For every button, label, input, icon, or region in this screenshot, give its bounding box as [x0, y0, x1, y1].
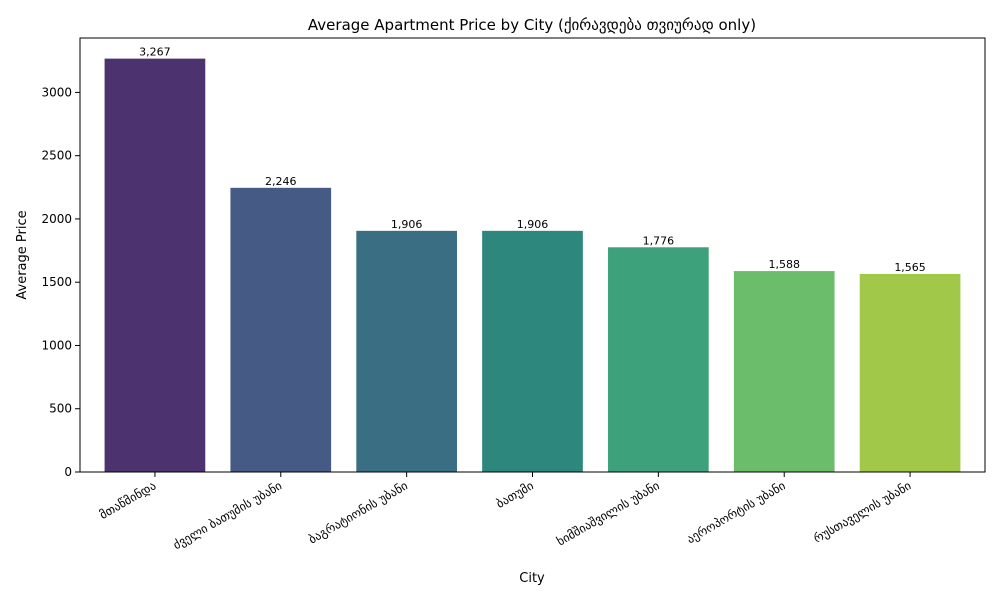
y-tick-label: 1500 — [41, 275, 72, 289]
bar — [230, 187, 332, 472]
bar — [104, 58, 206, 473]
plot-area: 0 500 1000 1500 2000 2500 3000 3,267 მთაწმინდა 2,… — [41, 46, 961, 552]
y-tick-label: 500 — [49, 402, 72, 416]
x-tick-label: ძველი ბათუმის უბანი — [171, 478, 285, 552]
bar-value-label: 1,776 — [643, 234, 675, 247]
chart-title: Average Apartment Price by City (ქირავდე… — [308, 16, 756, 34]
x-tick-label: ხიმშიაშვილის უბანი — [554, 478, 661, 548]
x-tick-label: აეროპორტის უბანი — [684, 478, 788, 546]
y-tick-label: 3000 — [41, 85, 72, 99]
bar-value-label: 1,565 — [894, 261, 926, 274]
bar — [356, 230, 457, 472]
bar-value-label: 1,906 — [391, 218, 423, 231]
bar-value-label: 2,246 — [265, 175, 297, 188]
x-tick-label: მთაწმინდა — [97, 478, 158, 522]
bar-value-label: 1,906 — [517, 218, 549, 231]
y-tick-label: 2500 — [41, 149, 72, 163]
bar-value-label: 3,267 — [139, 46, 171, 59]
x-axis-label: City — [519, 571, 545, 586]
bar — [482, 230, 583, 472]
y-tick-label: 0 — [64, 465, 72, 479]
x-tick-label: ბაგრატიონის უბანი — [306, 478, 410, 546]
bar-value-label: 1,588 — [768, 258, 800, 271]
bar — [733, 271, 835, 472]
y-tick-label: 2000 — [41, 212, 72, 226]
y-tick-label: 1000 — [41, 338, 72, 352]
bar — [859, 273, 961, 472]
plot-frame — [79, 37, 986, 473]
x-tick-label: რუსთაველის უბანი — [811, 478, 913, 545]
y-axis-label: Average Price — [15, 210, 30, 299]
x-tick-label: ბათუმი — [494, 478, 536, 510]
bar — [608, 247, 709, 472]
